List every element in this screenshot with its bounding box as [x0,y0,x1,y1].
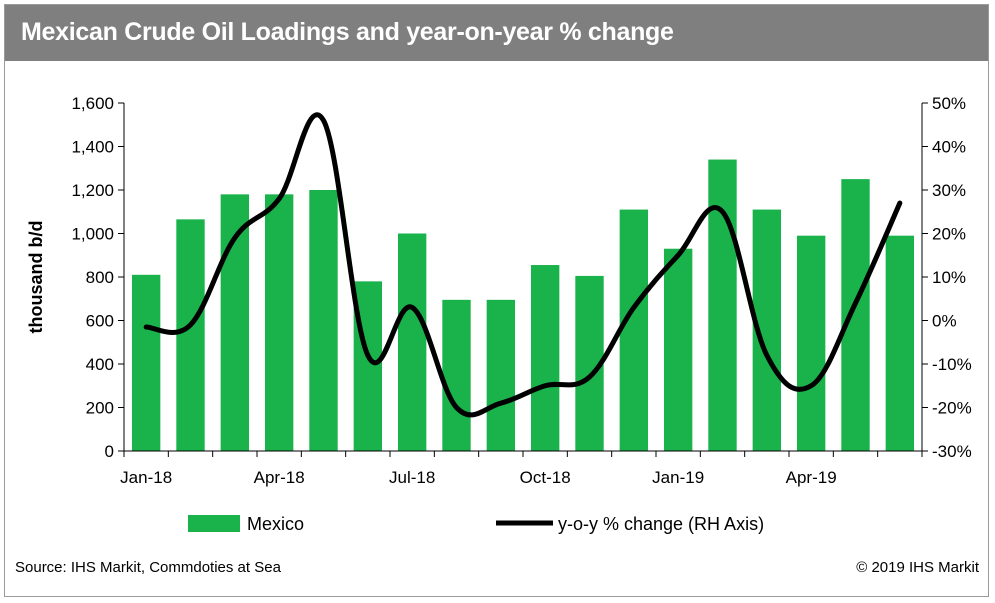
y-axis-title: thousand b/d [26,221,46,334]
y-tick-label: 1,200 [71,181,114,200]
y2-tick-label: 20% [932,225,966,244]
y2-tick-label: -10% [932,355,972,374]
bar-Aug-18 [442,299,471,451]
y2-tick-label: 0% [932,312,957,331]
yoy-line [143,112,903,418]
x-tick-label: Jul-18 [389,468,435,487]
bar-Feb-18 [176,219,205,451]
bar-Jul-18 [397,233,427,451]
x-tick-label: Jan-19 [652,468,704,487]
y-tick-label: 1,400 [71,138,114,157]
y-tick-label: 200 [86,399,114,418]
source-note: Source: IHS Markit, Commdoties at Sea [15,559,281,576]
bar-Sep-18 [486,299,516,451]
y-tick-label: 600 [86,312,114,331]
copyright-note: © 2019 IHS Markit [856,559,979,576]
y-tick-label: 1,000 [71,225,114,244]
y2-tick-label: 30% [932,181,966,200]
bar-Jan-18 [131,274,161,451]
y-tick-label: 400 [86,355,114,374]
x-tick-label: Oct-18 [520,468,571,487]
bar-Oct-18 [530,265,560,451]
bar-Jun-19 [885,235,915,451]
y2-tick-label: 50% [932,94,966,113]
legend-label-yoy: y-o-y % change (RH Axis) [558,514,764,534]
y2-tick-label: 40% [932,138,966,157]
y2-tick-label: -20% [932,399,972,418]
bar-Feb-19 [708,159,737,452]
bar-May-19 [841,179,870,451]
chart-title: Mexican Crude Oil Loadings and year-on-y… [21,18,674,46]
legend-swatch-mexico [188,515,240,532]
y2-tick-label: -30% [932,442,972,461]
x-tick-label: Apr-18 [254,468,305,487]
bar-Apr-18 [264,194,294,451]
x-tick-label: Apr-19 [786,468,837,487]
y2-tick-label: 10% [932,268,966,287]
x-tick-label: Jan-18 [120,468,172,487]
bar-Mar-18 [220,194,250,451]
legend-label-mexico: Mexico [247,514,304,534]
bar-Apr-19 [796,235,826,451]
title-bar: Mexican Crude Oil Loadings and year-on-y… [5,5,988,61]
bar-Dec-18 [619,209,649,451]
y-tick-label: 800 [86,268,114,287]
y-tick-label: 1,600 [71,94,114,113]
y-tick-label: 0 [105,442,114,461]
bar-May-18 [309,190,338,451]
bar-Jan-19 [663,248,693,451]
